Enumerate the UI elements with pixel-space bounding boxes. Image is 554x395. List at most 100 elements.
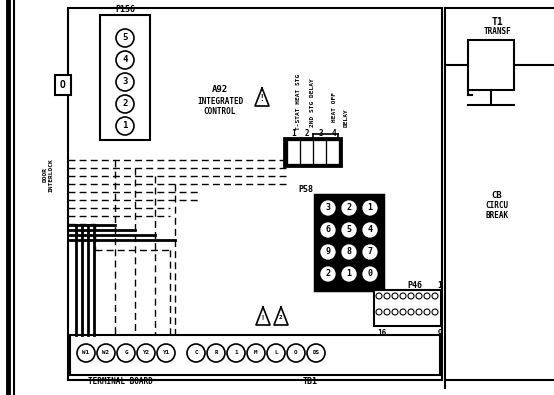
Circle shape <box>408 293 414 299</box>
Circle shape <box>320 265 336 282</box>
Bar <box>100 15 150 140</box>
Text: W1: W1 <box>83 350 90 356</box>
Bar <box>314 141 325 163</box>
Text: P46: P46 <box>408 280 423 290</box>
Circle shape <box>116 29 134 47</box>
Text: O: O <box>60 80 66 90</box>
Circle shape <box>341 199 357 216</box>
Circle shape <box>400 293 406 299</box>
Text: 1: 1 <box>234 350 238 356</box>
Circle shape <box>116 73 134 91</box>
Text: Y2: Y2 <box>142 350 150 356</box>
Circle shape <box>117 344 135 362</box>
Text: TERMINAL BOARD: TERMINAL BOARD <box>88 376 152 386</box>
Text: O: O <box>294 350 297 356</box>
Circle shape <box>320 243 336 260</box>
Circle shape <box>416 293 422 299</box>
Circle shape <box>376 293 382 299</box>
Text: DOOR
INTERLOCK: DOOR INTERLOCK <box>43 158 53 192</box>
Bar <box>288 141 299 163</box>
Bar <box>70 335 440 375</box>
Circle shape <box>341 243 357 260</box>
Text: CONTROL: CONTROL <box>204 107 236 115</box>
Circle shape <box>77 344 95 362</box>
Circle shape <box>116 95 134 113</box>
Text: P156: P156 <box>115 6 135 15</box>
Text: 3: 3 <box>122 77 127 87</box>
Text: 2: 2 <box>346 203 351 213</box>
Text: T-STAT HEAT STG: T-STAT HEAT STG <box>296 74 301 130</box>
Text: 2: 2 <box>305 130 309 139</box>
Circle shape <box>307 344 325 362</box>
Circle shape <box>320 222 336 239</box>
Text: 8: 8 <box>379 280 384 290</box>
Bar <box>301 141 312 163</box>
Circle shape <box>157 344 175 362</box>
Text: 1: 1 <box>346 269 351 278</box>
Text: C: C <box>194 350 198 356</box>
Text: HEAT OFF: HEAT OFF <box>331 92 336 122</box>
Text: R: R <box>214 350 218 356</box>
Text: 2: 2 <box>122 100 127 109</box>
Circle shape <box>376 309 382 315</box>
Circle shape <box>384 293 390 299</box>
Circle shape <box>424 293 430 299</box>
Circle shape <box>227 344 245 362</box>
Text: Y1: Y1 <box>162 350 170 356</box>
Circle shape <box>137 344 155 362</box>
Text: 1: 1 <box>367 203 372 213</box>
Text: 2ND STG DELAY: 2ND STG DELAY <box>310 78 315 127</box>
Text: 3: 3 <box>326 203 331 213</box>
Bar <box>468 40 514 90</box>
Circle shape <box>408 309 414 315</box>
Text: A92: A92 <box>212 85 228 94</box>
Text: !: ! <box>260 94 264 103</box>
Circle shape <box>362 199 378 216</box>
Text: 0: 0 <box>367 269 372 278</box>
Circle shape <box>207 344 225 362</box>
Text: 5: 5 <box>346 226 351 235</box>
Text: TRANSF: TRANSF <box>483 28 511 36</box>
Text: 2: 2 <box>326 269 331 278</box>
Circle shape <box>424 309 430 315</box>
Text: 4: 4 <box>332 130 336 139</box>
Text: 16: 16 <box>377 329 387 337</box>
Circle shape <box>362 243 378 260</box>
Circle shape <box>362 265 378 282</box>
Text: 4: 4 <box>367 226 372 235</box>
Text: 6: 6 <box>326 226 331 235</box>
Text: DS: DS <box>312 350 320 356</box>
Text: 2: 2 <box>279 315 283 320</box>
Circle shape <box>362 222 378 239</box>
Text: P58: P58 <box>299 186 314 194</box>
Circle shape <box>416 309 422 315</box>
Bar <box>284 138 341 166</box>
Text: DELAY: DELAY <box>343 108 348 127</box>
Text: 9: 9 <box>326 248 331 256</box>
Circle shape <box>341 222 357 239</box>
Bar <box>315 195 383 290</box>
Text: CB: CB <box>491 190 502 199</box>
Circle shape <box>384 309 390 315</box>
Text: TB1: TB1 <box>302 376 317 386</box>
Text: 3: 3 <box>319 130 324 139</box>
Text: 1: 1 <box>292 130 296 139</box>
Text: L: L <box>274 350 278 356</box>
Bar <box>327 141 338 163</box>
Circle shape <box>287 344 305 362</box>
Circle shape <box>341 265 357 282</box>
Text: !: ! <box>261 315 265 321</box>
Bar <box>68 8 442 380</box>
Text: 8: 8 <box>346 248 351 256</box>
Text: 1: 1 <box>122 122 127 130</box>
Text: T1: T1 <box>491 17 503 27</box>
Text: 9: 9 <box>438 329 442 337</box>
Bar <box>55 75 71 95</box>
Text: CIRCU: CIRCU <box>485 201 509 209</box>
Text: INTEGRATED: INTEGRATED <box>197 96 243 105</box>
Circle shape <box>187 344 205 362</box>
Text: M: M <box>254 350 258 356</box>
Circle shape <box>247 344 265 362</box>
Circle shape <box>392 309 398 315</box>
Circle shape <box>432 309 438 315</box>
